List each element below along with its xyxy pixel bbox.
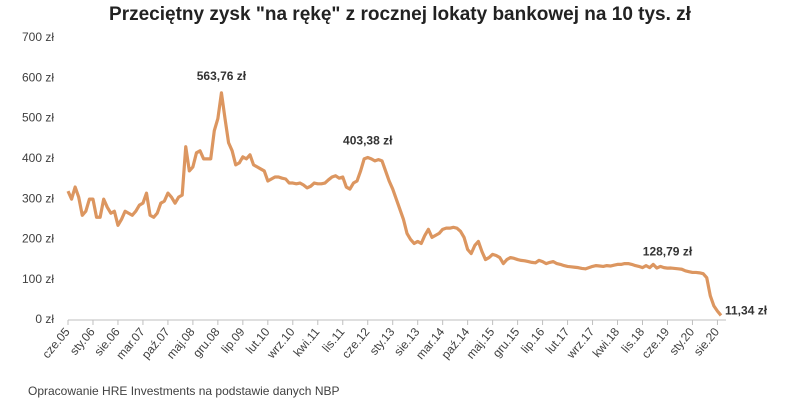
y-tick-label: 200 zł xyxy=(22,232,54,246)
y-tick-label: 300 zł xyxy=(22,191,54,205)
x-tick-label: cze.05 xyxy=(39,325,73,361)
x-tick-label: cze.12 xyxy=(339,325,373,361)
value-label: 403,38 zł xyxy=(343,134,393,148)
x-tick-label: kwi.18 xyxy=(590,325,623,360)
value-label: 563,76 zł xyxy=(197,69,247,83)
x-tick-label: maj.08 xyxy=(164,325,198,362)
x-tick-label: sty.13 xyxy=(367,325,398,358)
data-line xyxy=(66,91,723,317)
x-tick-label: gru.15 xyxy=(490,325,523,360)
source-note: Opracowanie HRE Investments na podstawie… xyxy=(28,384,340,398)
value-label: 128,79 zł xyxy=(643,244,693,258)
value-label: 11,34 zł xyxy=(725,304,768,318)
x-tick-label: cze.19 xyxy=(639,325,673,361)
y-tick-label: 100 zł xyxy=(22,272,54,286)
y-tick-label: 700 zł xyxy=(22,30,54,44)
x-tick-label: sie.20 xyxy=(691,325,723,359)
y-tick-label: 600 zł xyxy=(22,70,54,84)
x-tick-label: gru.08 xyxy=(190,325,223,360)
x-tick-label: maj.15 xyxy=(463,325,497,362)
x-tick-label: sty.20 xyxy=(666,325,697,358)
chart-title: Przeciętny zysk "na rękę" z rocznej loka… xyxy=(109,4,692,25)
x-tick-label: kwi.11 xyxy=(290,325,322,360)
y-tick-label: 500 zł xyxy=(22,111,54,125)
x-tick-label: lip.16 xyxy=(518,325,547,356)
x-tick-label: lip.09 xyxy=(218,325,247,356)
y-tick-label: 0 zł xyxy=(35,312,54,326)
x-tick-label: sty.06 xyxy=(67,325,98,358)
y-tick-label: 400 zł xyxy=(22,151,54,165)
x-tick-label: wrz.17 xyxy=(563,325,597,362)
x-tick-label: wrz.10 xyxy=(263,325,297,362)
